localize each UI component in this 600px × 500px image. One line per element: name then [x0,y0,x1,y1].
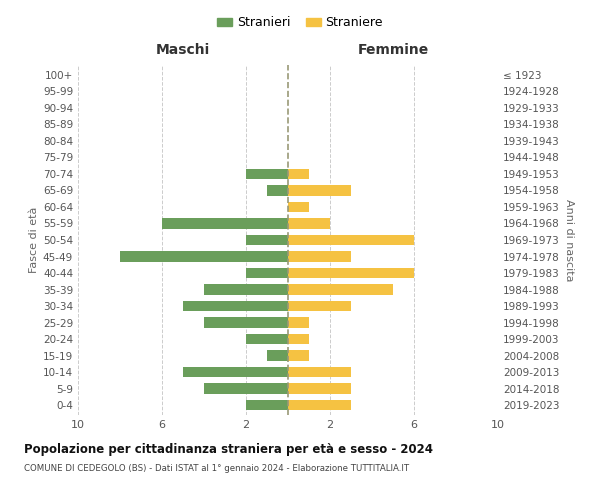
Bar [246,234,288,246]
Bar [288,168,309,179]
Bar [288,383,351,394]
Y-axis label: Anni di nascita: Anni di nascita [563,198,574,281]
Bar [246,334,288,344]
Bar [288,366,351,378]
Text: Popolazione per cittadinanza straniera per età e sesso - 2024: Popolazione per cittadinanza straniera p… [24,442,433,456]
Text: Maschi: Maschi [156,42,210,56]
Bar [288,400,351,410]
Bar [246,168,288,179]
Bar [183,300,288,312]
Bar [288,317,309,328]
Bar [288,300,351,312]
Bar [288,268,414,278]
Bar [120,251,288,262]
Legend: Stranieri, Straniere: Stranieri, Straniere [212,11,388,34]
Bar [246,400,288,410]
Bar [288,234,414,246]
Bar [288,218,330,229]
Bar [267,185,288,196]
Bar [288,350,309,361]
Text: Femmine: Femmine [358,42,428,56]
Text: COMUNE DI CEDEGOLO (BS) - Dati ISTAT al 1° gennaio 2024 - Elaborazione TUTTITALI: COMUNE DI CEDEGOLO (BS) - Dati ISTAT al … [24,464,409,473]
Bar [204,317,288,328]
Bar [288,334,309,344]
Y-axis label: Fasce di età: Fasce di età [29,207,39,273]
Bar [288,185,351,196]
Bar [183,366,288,378]
Bar [288,202,309,212]
Bar [288,251,351,262]
Bar [204,383,288,394]
Bar [204,284,288,295]
Bar [288,284,393,295]
Bar [162,218,288,229]
Bar [267,350,288,361]
Bar [246,268,288,278]
